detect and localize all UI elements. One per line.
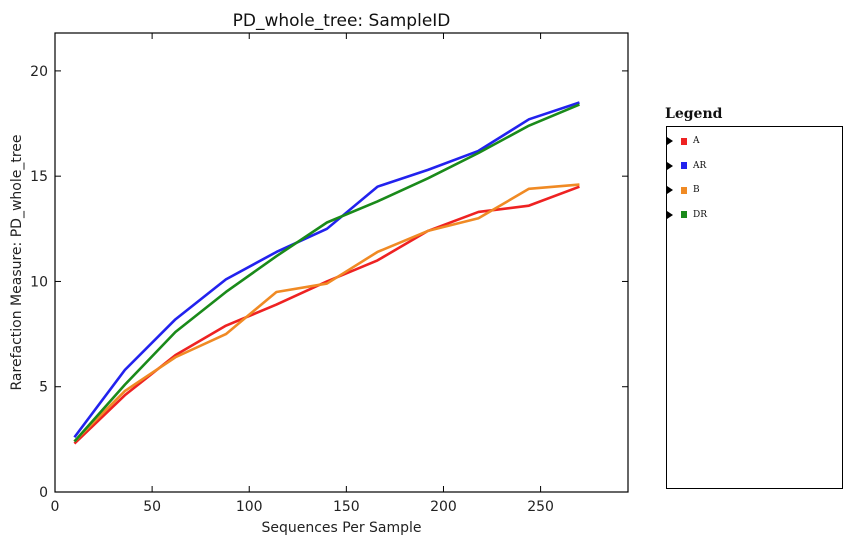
- x-tick-label: 250: [527, 499, 554, 515]
- chart-title: PD_whole_tree: SampleID: [233, 11, 451, 31]
- y-tick-label: 20: [30, 64, 48, 80]
- legend-item-b: B: [667, 183, 700, 197]
- legend-item-ar: AR: [667, 159, 706, 173]
- legend: A AR B DR: [666, 126, 843, 489]
- legend-label: AR: [693, 160, 707, 171]
- x-tick-label: 200: [430, 499, 457, 515]
- legend-label: B: [693, 185, 700, 195]
- y-tick-label: 5: [39, 380, 48, 396]
- legend-item-a: A: [667, 134, 700, 148]
- legend-item-dr: DR: [667, 208, 707, 222]
- caret-right-icon: [667, 210, 673, 219]
- series-line-a: [73, 185, 580, 445]
- y-tick-label: 15: [30, 169, 48, 185]
- legend-label: DR: [693, 209, 707, 220]
- legend-title: Legend: [665, 106, 723, 122]
- plot-area: [54, 32, 629, 493]
- legend-label: A: [693, 136, 700, 146]
- x-tick-label: 100: [236, 499, 263, 515]
- x-tick-label: 50: [143, 499, 161, 515]
- caret-right-icon: [667, 186, 673, 194]
- legend-swatch: [681, 211, 687, 218]
- y-axis-title: Rarefaction Measure: PD_whole_tree: [9, 135, 25, 391]
- caret-right-icon: [667, 137, 673, 145]
- legend-swatch: [681, 162, 687, 169]
- y-tick-label: 0: [39, 485, 48, 501]
- series-line-ar: [73, 101, 580, 439]
- x-tick-label: 150: [333, 499, 360, 515]
- legend-swatch: [681, 186, 687, 194]
- legend-swatch: [681, 137, 687, 145]
- series-line-dr: [73, 103, 580, 443]
- series-line-b: [73, 183, 580, 443]
- y-tick-label: 10: [30, 274, 48, 290]
- x-tick-label: 0: [51, 499, 60, 515]
- caret-right-icon: [667, 161, 673, 170]
- x-axis-title: Sequences Per Sample: [261, 520, 421, 536]
